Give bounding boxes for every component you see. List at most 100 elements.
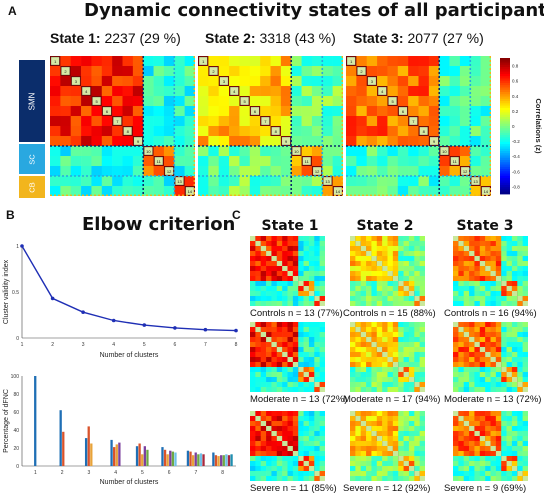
matrix-cell	[255, 377, 262, 383]
matrix-cell	[184, 76, 195, 87]
matrix-cell	[371, 261, 378, 267]
dfnc-bar	[59, 410, 62, 466]
matrix-cell	[314, 362, 320, 368]
matrix-cell	[376, 296, 383, 302]
matrix-cell	[143, 176, 154, 187]
diagonal-node	[292, 362, 299, 367]
matrix-cell	[458, 461, 465, 467]
matrix-cell	[308, 362, 315, 368]
matrix-cell	[332, 116, 343, 127]
matrix-cell	[470, 156, 481, 167]
matrix-cell	[282, 301, 288, 306]
matrix-cell	[276, 276, 283, 282]
dfnc-bar	[138, 443, 141, 466]
matrix-cell	[280, 96, 292, 107]
matrix-cell	[382, 241, 388, 247]
diagonal-node	[260, 332, 267, 337]
matrix-cell	[292, 372, 299, 378]
matrix-cell	[479, 352, 486, 358]
matrix-cell	[392, 347, 399, 353]
matrix-cell	[280, 176, 292, 187]
matrix-cell	[458, 251, 465, 257]
matrix-cell	[480, 96, 491, 107]
matrix-cell	[371, 451, 378, 457]
matrix-cell	[355, 251, 362, 257]
diagonal-node	[366, 337, 372, 342]
matrix-cell	[501, 271, 507, 277]
matrix-cell	[350, 357, 356, 363]
matrix-cell	[453, 332, 459, 338]
matrix-cell	[366, 362, 372, 368]
matrix-cell	[506, 296, 513, 302]
matrix-cell	[495, 296, 502, 302]
matrix-cell	[319, 466, 325, 472]
matrix-cell	[266, 451, 272, 457]
colorbar-segment	[500, 157, 510, 161]
matrix-cell	[387, 106, 399, 117]
matrix-cell	[260, 466, 267, 472]
matrix-cell	[346, 76, 357, 87]
matrix-cell	[414, 357, 420, 363]
matrix-cell	[480, 76, 491, 87]
matrix-cell	[174, 156, 185, 167]
matrix-cell	[387, 436, 394, 442]
matrix-cell	[376, 286, 383, 292]
matrix-cell	[250, 266, 256, 272]
matrix-cell	[459, 126, 471, 137]
matrix-cell	[287, 322, 294, 328]
matrix-cell	[408, 286, 415, 292]
matrix-cell	[292, 377, 299, 383]
matrix-cell	[350, 431, 356, 437]
matrix-cell	[511, 347, 518, 353]
matrix-cell	[250, 301, 256, 306]
matrix-cell	[319, 256, 325, 262]
diagonal-node	[414, 382, 420, 387]
matrix-cell	[350, 281, 356, 287]
matrix-cell	[522, 246, 528, 252]
matrix-cell	[408, 251, 415, 257]
matrix-cell	[371, 276, 378, 282]
diagonal-node	[511, 377, 518, 382]
matrix-cell	[463, 261, 470, 267]
matrix-cell	[490, 362, 497, 368]
matrix-cell	[376, 411, 383, 417]
matrix-cell	[517, 416, 523, 422]
matrix-cell	[474, 236, 481, 242]
diagonal-node	[495, 362, 502, 367]
matrix-cell	[408, 186, 419, 196]
matrix-cell	[50, 76, 61, 87]
matrix-cell	[356, 86, 368, 97]
matrix-cell	[282, 367, 288, 373]
matrix-cell	[453, 296, 459, 302]
matrix-cell	[276, 246, 283, 252]
matrix-cell	[398, 436, 404, 442]
diagonal-node	[164, 166, 174, 176]
diagonal-node	[292, 451, 299, 456]
matrix-cell	[292, 431, 299, 437]
matrix-cell	[495, 377, 502, 383]
diagonal-node	[319, 301, 325, 306]
matrix-cell	[414, 411, 420, 417]
matrix-cell	[298, 276, 304, 282]
matrix-cell	[387, 382, 394, 388]
matrix-cell	[517, 446, 523, 452]
matrix-cell	[308, 337, 315, 343]
colorbar-label: Correlations (z)	[534, 98, 543, 154]
matrix-cell	[174, 166, 185, 177]
diagonal-node	[282, 266, 288, 271]
matrix-cell	[480, 126, 491, 137]
matrix-cell	[414, 286, 420, 292]
matrix-cell	[366, 476, 372, 481]
matrix-cell	[439, 156, 450, 167]
diagonal-node	[474, 342, 480, 347]
matrix-cell	[260, 256, 267, 262]
matrix-cell	[292, 471, 299, 477]
matrix-cell	[282, 291, 288, 297]
matrix-cell	[249, 86, 261, 97]
matrix-cell	[303, 367, 310, 373]
diagonal-node	[276, 261, 283, 266]
colorbar-segment	[500, 60, 510, 63]
matrix-cell	[292, 281, 299, 287]
matrix-cell	[308, 347, 315, 353]
matrix-cell	[376, 322, 383, 328]
